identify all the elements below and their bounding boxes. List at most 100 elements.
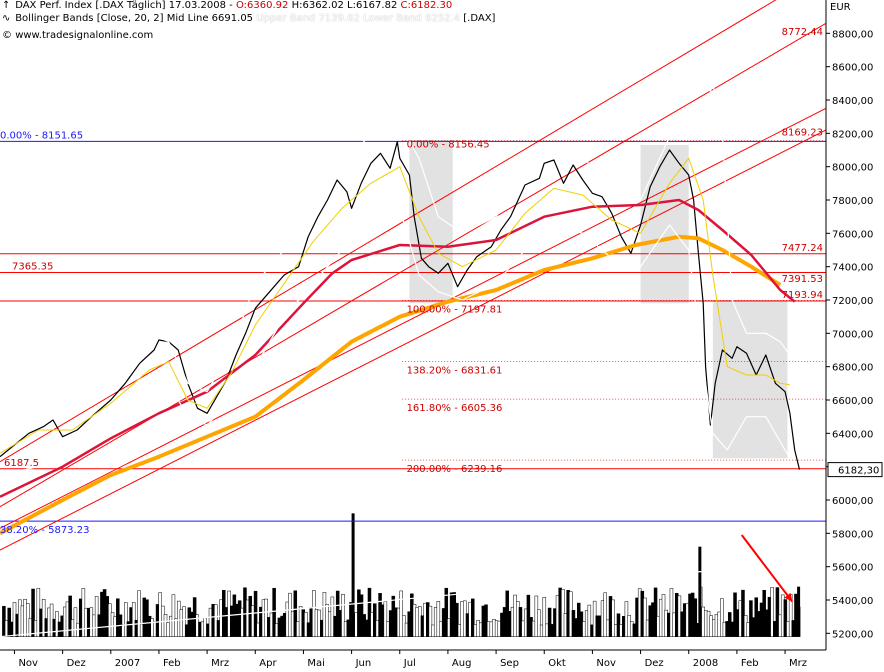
volume-bar xyxy=(561,589,565,637)
volume-bar xyxy=(124,602,128,637)
last-price-box xyxy=(827,462,883,478)
series-bb_upper xyxy=(0,82,791,434)
x-tick-label: Nov xyxy=(596,658,616,669)
volume-bar xyxy=(537,609,541,637)
x-tick-label: Feb xyxy=(741,658,759,669)
high-value: H:6362.02 xyxy=(291,0,344,11)
volume-bar xyxy=(341,593,345,637)
volume-bar xyxy=(253,590,258,637)
chart-icon: ↑ xyxy=(2,0,11,11)
x-tick-label: Jul xyxy=(403,658,416,669)
x-tick-label: Sep xyxy=(500,658,519,669)
volume-bar xyxy=(31,588,35,637)
volume-bar xyxy=(383,601,388,637)
fib-label-0: 0.00% - 8156.45 xyxy=(407,140,490,151)
y-tick-label: 6600,00 xyxy=(832,396,873,407)
series-bb_lower xyxy=(0,207,791,476)
y-tick-label: 5200,00 xyxy=(832,629,873,640)
volume-spike-0 xyxy=(351,513,355,637)
volume-bar xyxy=(775,587,780,637)
y-tick-label: 7000,00 xyxy=(832,329,873,340)
price-label-0: 8772.44 xyxy=(782,27,823,38)
study-name: Bollinger Bands [Close, 20, 2] xyxy=(15,13,164,24)
y-axis-unit-label: EUR xyxy=(830,2,851,13)
y-tick-label: 6400,00 xyxy=(832,429,873,440)
instrument-title: DAX Perf. Index [.DAX Täglich] 17.03.200… xyxy=(15,0,236,11)
fib-label-2: 138.20% - 6831.61 xyxy=(407,365,503,376)
bollinger-icon: ∿ xyxy=(2,13,11,24)
x-tick-label: Mrz xyxy=(789,658,807,669)
horizontal-line-label-3: 6187.5 xyxy=(4,458,39,469)
horizontal-line-label-1: 7365.35 xyxy=(12,261,53,272)
volume-bar xyxy=(770,587,774,637)
volume-bar xyxy=(399,590,404,637)
channel-line-2 xyxy=(0,107,826,529)
volume-bar xyxy=(436,600,441,637)
y-tick-label: 5400,00 xyxy=(832,596,873,607)
open-value: O:6360.92 xyxy=(235,0,289,11)
study-symbol: [.DAX] xyxy=(463,13,496,24)
y-tick-label: 6800,00 xyxy=(832,363,873,374)
shaded-zone-1 xyxy=(640,145,689,304)
annotation-arrow-0 xyxy=(740,534,794,603)
price-label-3: 7391.53 xyxy=(782,274,823,285)
x-tick-label: 2007 xyxy=(115,658,140,669)
price-label-4: 7193.94 xyxy=(782,290,823,301)
x-tick-label: Jun xyxy=(355,658,372,669)
x-tick-label: Dez xyxy=(645,658,664,669)
x-tick-label: Mrz xyxy=(211,658,229,669)
volume-bar xyxy=(272,587,276,637)
volume-bar xyxy=(455,602,459,637)
series-bb_mid xyxy=(0,157,790,454)
channel-line-3 xyxy=(0,129,826,551)
volume-bars xyxy=(2,586,801,637)
volume-bar xyxy=(471,598,475,637)
x-tick-label: Okt xyxy=(548,658,566,669)
x-tick-label: Feb xyxy=(163,658,181,669)
x-tick-label: Dez xyxy=(67,658,86,669)
volume-bar xyxy=(428,605,433,637)
volume-bar xyxy=(611,599,615,637)
volume-spike-2 xyxy=(797,586,801,637)
price-label-1: 8169.23 xyxy=(782,127,823,138)
volume-bar xyxy=(542,596,547,637)
header-line-2: ∿ Bollinger Bands [Close, 20, 2] Mid Lin… xyxy=(2,13,495,25)
price-label-2: 7477.24 xyxy=(782,243,823,254)
fib-label-4: 200.00% - 6239.16 xyxy=(407,464,503,475)
volume-bar xyxy=(783,599,788,637)
x-tick-label: Aug xyxy=(452,658,472,669)
volume-bar xyxy=(693,598,698,637)
y-tick-label: 8600,00 xyxy=(832,63,873,74)
volume-bar xyxy=(643,597,647,637)
price-label-5: 5618.5 xyxy=(788,553,823,564)
volume-bar xyxy=(73,607,78,637)
y-tick-label: 5600,00 xyxy=(832,563,873,574)
x-tick-label: 2008 xyxy=(693,658,718,669)
low-value: L:6167.82 xyxy=(347,0,398,11)
mid-line-value: Mid Line 6691.05 xyxy=(166,13,254,24)
x-tick-label: Apr xyxy=(259,658,277,669)
y-tick-label: 8000,00 xyxy=(832,163,873,174)
volume-bar xyxy=(41,598,46,637)
volume-bar xyxy=(587,604,592,637)
volume-bar xyxy=(171,594,176,637)
volume-bar xyxy=(547,607,552,637)
channel-line-1 xyxy=(0,22,826,508)
volume-bar xyxy=(131,602,136,637)
x-tick-label: Nov xyxy=(18,658,38,669)
horizontal-line-label-2: 38.20% - 5873.23 xyxy=(0,525,89,536)
volume-bar xyxy=(182,606,186,637)
y-tick-label: 7400,00 xyxy=(832,263,873,274)
volume-trend-line xyxy=(0,559,826,638)
series-ma_red xyxy=(0,198,796,498)
plot-group xyxy=(0,0,826,638)
y-tick-label: 8200,00 xyxy=(832,129,873,140)
y-tick-label: 6000,00 xyxy=(832,496,873,507)
y-tick-label: 5800,00 xyxy=(832,529,873,540)
lower-band-value: Lower Band 6252.4 xyxy=(363,13,461,24)
volume-bar xyxy=(484,604,488,637)
source-url: www.tradesignalonline.com xyxy=(15,30,154,41)
volume-bar xyxy=(603,592,607,637)
volume-bar xyxy=(137,590,141,637)
copyright-icon: © xyxy=(2,30,12,41)
